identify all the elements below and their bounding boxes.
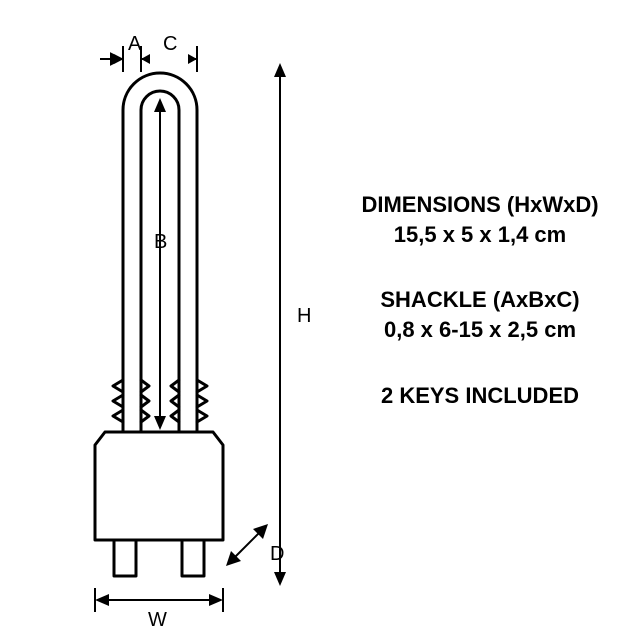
shackle-value: 0,8 x 6-15 x 2,5 cm bbox=[340, 315, 620, 345]
label-A: A bbox=[128, 33, 142, 55]
label-D: D bbox=[270, 543, 284, 565]
label-H: H bbox=[297, 305, 311, 327]
dimensions-header: DIMENSIONS (HxWxD) bbox=[340, 190, 620, 220]
label-B: B bbox=[154, 231, 167, 253]
diagram-container: A C B H W D DIMENSIONS (HxWxD) 15,5 x 5 … bbox=[0, 0, 640, 640]
label-W: W bbox=[148, 609, 167, 631]
shackle-header: SHACKLE (AxBxC) bbox=[340, 285, 620, 315]
spec-text-block: DIMENSIONS (HxWxD) 15,5 x 5 x 1,4 cm SHA… bbox=[340, 190, 620, 446]
label-C: C bbox=[163, 33, 177, 55]
dimensions-value: 15,5 x 5 x 1,4 cm bbox=[340, 220, 620, 250]
keys-included: 2 KEYS INCLUDED bbox=[340, 381, 620, 411]
